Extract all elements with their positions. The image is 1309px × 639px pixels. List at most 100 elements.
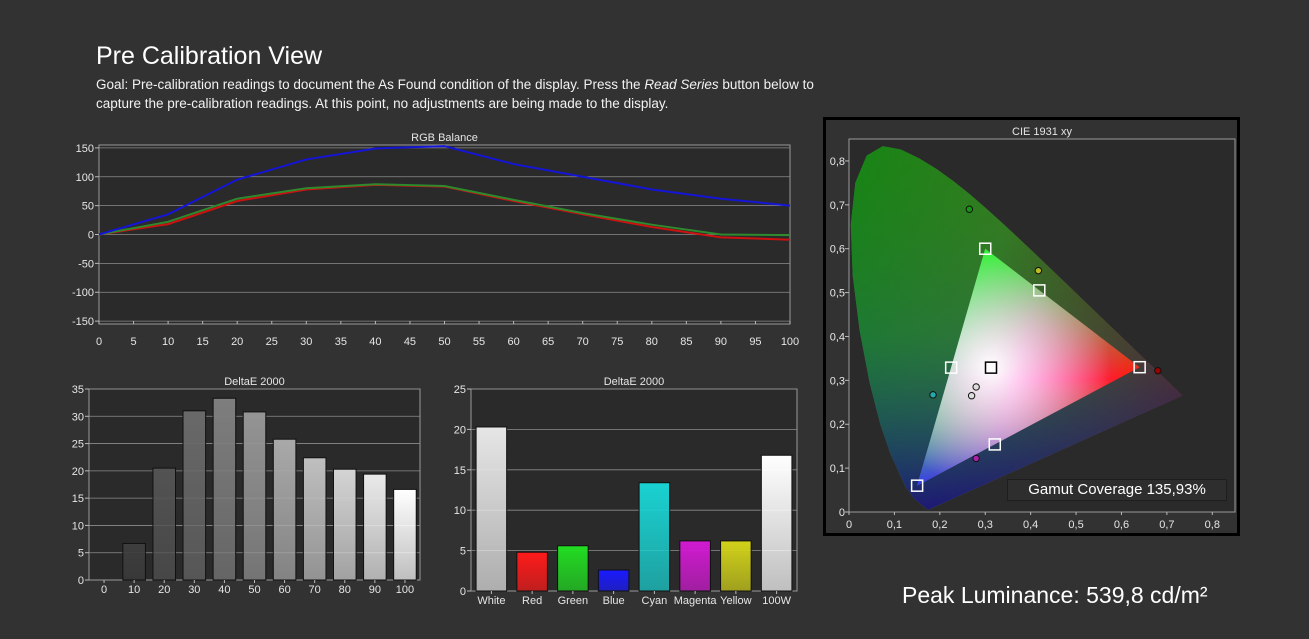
x-tick-label: 75 (611, 336, 623, 348)
y-tick-label: 0 (88, 230, 94, 242)
x-tick-label: 10 (162, 336, 174, 348)
y-tick-label: 5 (460, 546, 466, 558)
series-line-1 (98, 183, 791, 237)
x-tick-label: 0,3 (978, 519, 993, 531)
target-marker (984, 361, 998, 374)
bar-cyan (638, 482, 671, 592)
chart-title: CIE 1931 xy (1012, 126, 1072, 138)
x-tick-label: 35 (335, 336, 347, 348)
y-tick-label: 0,1 (830, 463, 845, 475)
x-tick-label: 50 (438, 336, 450, 348)
bar-magenta (679, 540, 711, 592)
x-tick-label: 0,7 (1159, 519, 1174, 531)
y-tick-label: 0,7 (830, 200, 845, 212)
x-tick-label: 10 (128, 584, 140, 596)
x-tick-label: Yellow (720, 595, 751, 607)
x-tick-label: 25 (266, 336, 278, 348)
y-tick-label: 150 (76, 143, 94, 155)
x-tick-label: 60 (507, 336, 519, 348)
x-tick-label: 30 (300, 336, 312, 348)
y-tick-label: 35 (72, 384, 84, 396)
measured-point (965, 205, 974, 213)
x-tick-label: 0,1 (887, 519, 902, 531)
measured-point (972, 454, 980, 463)
x-tick-label: 30 (188, 584, 200, 596)
x-tick-label: 70 (309, 584, 321, 596)
y-tick-label: 0,4 (830, 331, 845, 343)
gamut-triangle-white (917, 248, 1140, 486)
chart-title: RGB Balance (411, 132, 478, 144)
y-tick-label: 100 (76, 172, 94, 184)
chart-title: DeltaE 2000 (604, 376, 665, 388)
x-tick-label: 55 (473, 336, 485, 348)
measured-point (1154, 366, 1162, 375)
y-tick-label: 0,8 (830, 156, 845, 168)
y-tick-label: -50 (78, 258, 94, 270)
target-marker (1033, 284, 1046, 297)
measured-point (972, 383, 980, 391)
x-tick-label: 80 (646, 336, 658, 348)
measured-point (967, 392, 976, 400)
y-tick-label: 15 (72, 493, 84, 505)
x-tick-label: 80 (339, 584, 351, 596)
gamut-coverage-label: Gamut Coverage 135,93% (1007, 479, 1227, 501)
x-tick-label: Magenta (674, 595, 718, 607)
measured-point (1034, 266, 1043, 275)
x-tick-label: 85 (680, 336, 692, 348)
x-tick-label: 50 (248, 584, 260, 596)
x-tick-label: White (477, 595, 505, 607)
y-tick-label: 20 (454, 424, 466, 436)
gray-deltae-chart: DeltaE 2000 0 5 10 15 20 25 30 35 0 10 20 30 40 50 60 70… (72, 376, 421, 596)
y-tick-label: 10 (454, 505, 466, 517)
x-tick-label: 0,8 (1205, 519, 1220, 531)
peak-luminance: Peak Luminance: 539,8 cd/m² (902, 582, 1208, 608)
x-tick-label: Green (558, 595, 589, 607)
x-tick-label: 70 (577, 336, 589, 348)
y-tick-label: -150 (72, 316, 94, 328)
x-tick-label: 100W (762, 595, 791, 607)
y-tick-label: 50 (82, 201, 94, 213)
y-tick-label: 10 (72, 520, 84, 532)
target-marker (978, 242, 992, 255)
y-tick-label: 0,5 (830, 288, 845, 300)
y-tick-label: 0,3 (830, 375, 845, 387)
x-tick-label: 5 (130, 336, 136, 348)
y-tick-label: 5 (78, 548, 84, 560)
cie-plot: CIE 1931 xy 0 0,1 0,2 0,3 0,4 0,5 0,6 0,7 0,8 0 0,1… (830, 126, 1236, 531)
target-marker-inner (986, 363, 996, 373)
x-tick-label: 45 (404, 336, 416, 348)
x-tick-label: Cyan (642, 595, 668, 607)
x-tick-label: 0 (846, 519, 852, 531)
y-tick-label: 25 (72, 439, 84, 451)
x-tick-label: 90 (369, 584, 381, 596)
colors-deltae-chart: DeltaE 2000 0 5 10 15 20 25 White Red Green Blue Cy… (454, 376, 798, 607)
bar-100w (760, 454, 793, 592)
x-tick-label: Blue (603, 595, 625, 607)
x-tick-label: 0 (101, 584, 107, 596)
y-tick-label: 25 (454, 384, 466, 396)
y-tick-label: 0,2 (830, 419, 845, 431)
y-tick-label: -100 (72, 287, 94, 299)
x-tick-label: 40 (218, 584, 230, 596)
x-tick-label: 0,5 (1068, 519, 1083, 531)
target-marker (944, 361, 958, 374)
chart-title: DeltaE 2000 (224, 376, 285, 388)
x-tick-label: 20 (231, 336, 243, 348)
bar-white (475, 426, 508, 592)
target-marker (988, 438, 1002, 451)
y-tick-label: 0 (78, 575, 84, 587)
measured-point (929, 391, 937, 399)
x-tick-label: 15 (197, 336, 209, 348)
goal-prefix: Goal: Pre-calibration readings to docume… (96, 77, 645, 92)
y-tick-label: 0 (460, 586, 466, 598)
x-tick-label: 20 (158, 584, 170, 596)
x-tick-label: 90 (715, 336, 727, 348)
page-title: Pre Calibration View (96, 42, 323, 70)
goal-text: Goal: Pre-calibration readings to docume… (96, 75, 856, 113)
x-tick-label: 40 (369, 336, 381, 348)
y-tick-label: 15 (454, 465, 466, 477)
x-tick-label: Red (522, 595, 542, 607)
goal-suffix: button below to capture the pre-calibrat… (96, 77, 814, 111)
